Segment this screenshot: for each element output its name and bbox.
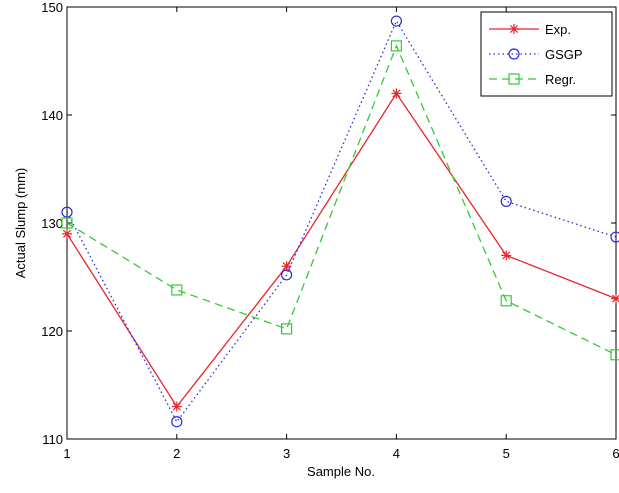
data-point-marker (171, 401, 182, 412)
x-tick-label: 5 (503, 446, 510, 461)
series-line (66, 19, 617, 423)
data-point-marker (500, 195, 512, 207)
series-line (66, 92, 617, 408)
data-point-marker (281, 323, 293, 335)
x-tick-label: 2 (173, 446, 180, 461)
data-point-marker (611, 293, 619, 304)
x-tick-label: 3 (283, 446, 290, 461)
data-point-marker (61, 217, 73, 229)
x-axis-label: Sample No. (307, 464, 375, 479)
series-layer (61, 15, 619, 428)
series-line (66, 44, 617, 356)
series-exp (62, 88, 619, 412)
data-point-marker (171, 284, 183, 296)
x-tick-label: 6 (612, 446, 619, 461)
data-point-marker (500, 295, 512, 307)
legend-label: GSGP (545, 47, 583, 62)
legend-swatch-marker (508, 73, 520, 85)
legend-item: GSGP (489, 47, 583, 62)
x-tick-label: 4 (393, 446, 400, 461)
y-axis: 110 120 130 140 150 (41, 0, 616, 447)
legend-item: Exp. (489, 22, 571, 37)
legend-swatch-marker (508, 48, 520, 60)
data-point-marker (281, 269, 293, 281)
series-gsgp (61, 15, 619, 428)
legend-label: Exp. (545, 22, 571, 37)
y-axis-label: Actual Slump (mm) (13, 168, 28, 279)
data-point-marker (61, 206, 73, 218)
series-regr (61, 40, 619, 361)
y-tick-label: 140 (41, 108, 63, 123)
legend-item: Regr. (489, 72, 576, 87)
y-tick-label: 120 (41, 324, 63, 339)
data-point-marker (171, 416, 183, 428)
data-point-marker (501, 250, 512, 261)
y-tick-label: 150 (41, 0, 63, 15)
legend-swatch-marker (509, 24, 519, 34)
data-point-marker (390, 40, 402, 52)
y-tick-label: 110 (42, 432, 63, 447)
data-point-marker (610, 349, 619, 361)
data-point-marker (610, 231, 619, 243)
legend: Exp. GSGP Regr. (480, 11, 613, 97)
data-point-marker (391, 88, 402, 99)
x-axis: 1 2 3 4 5 6 (63, 7, 619, 461)
y-tick-label: 130 (41, 216, 63, 231)
data-point-marker (62, 228, 72, 239)
legend-label: Regr. (545, 72, 576, 87)
data-point-marker (390, 15, 402, 27)
x-tick-label: 1 (63, 446, 70, 461)
